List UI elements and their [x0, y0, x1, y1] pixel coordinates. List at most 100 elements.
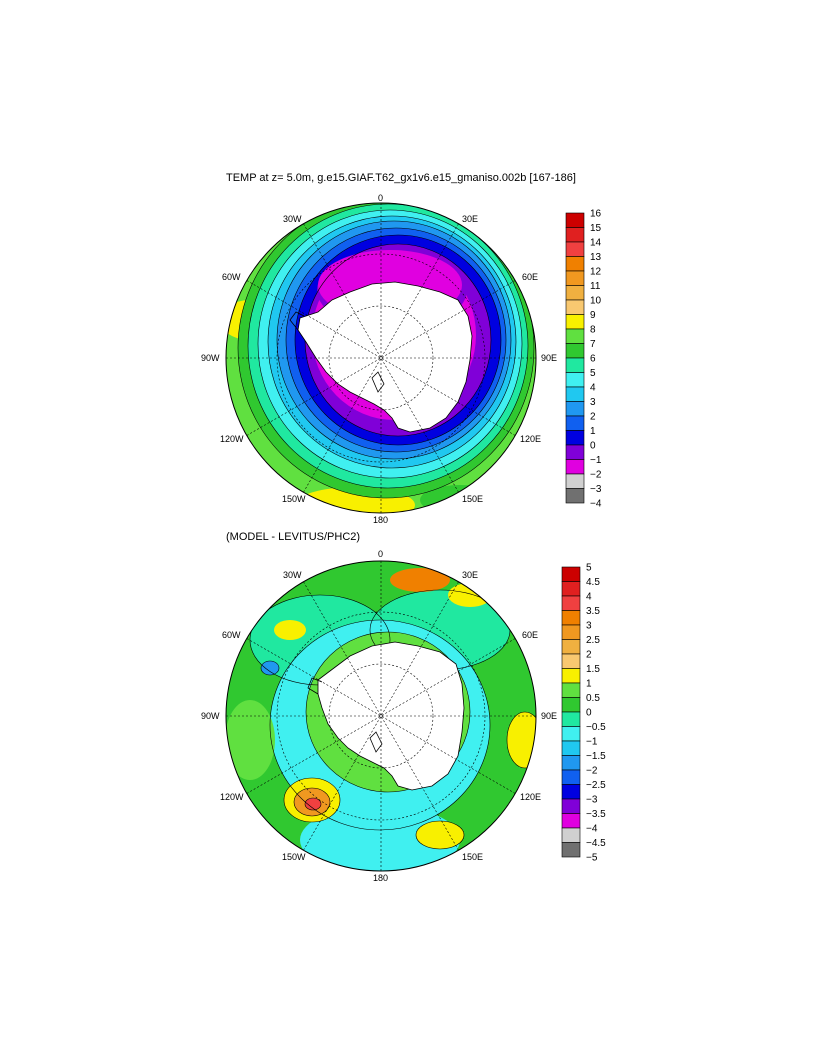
top-colorbar-swatch	[565, 256, 585, 272]
top-colorbar-tick-label: 16	[590, 209, 602, 220]
top-colorbar-tick-label: 8	[590, 325, 596, 336]
bottom-map-title: (MODEL - LEVITUS/PHC2)	[226, 531, 361, 543]
bottom-colorbar-tick-label: −4.5	[586, 838, 606, 849]
bottom-colorbar-tick-label: 4	[586, 592, 592, 603]
top-lon-label-60e: 60E	[522, 272, 539, 282]
top-colorbar-swatch	[565, 328, 585, 344]
bottom-colorbar-swatch	[561, 740, 581, 756]
top-lon-label-180: 180	[373, 515, 389, 525]
bottom-lon-label-60e: 60E	[522, 630, 539, 640]
bottom-lon-label-150w: 150W	[282, 852, 306, 862]
top-lon-label-30e: 30E	[462, 214, 479, 224]
bottom-colorbar-tick-label: 2.5	[586, 635, 600, 646]
top-colorbar-swatch	[565, 401, 585, 417]
bottom-colorbar-tick-label: −0.5	[586, 722, 606, 733]
top-colorbar-swatch	[565, 488, 585, 504]
top-lon-label-60w: 60W	[222, 272, 241, 282]
top-lon-label-120w: 120W	[220, 434, 244, 444]
top-colorbar-tick-label: 0	[590, 441, 596, 452]
bottom-colorbar-swatch	[561, 668, 581, 684]
bottom-colorbar-swatch	[561, 726, 581, 742]
top-colorbar-tick-label: 7	[590, 339, 596, 350]
bottom-colorbar-tick-label: −4	[586, 824, 598, 835]
bottom-colorbar-tick-label: −3	[586, 795, 598, 806]
bottom-colorbar-tick-label: −3.5	[586, 809, 606, 820]
top-colorbar-tick-label: 6	[590, 354, 596, 365]
top-colorbar-swatch	[565, 386, 585, 402]
top-colorbar-tick-label: 2	[590, 412, 596, 423]
top-colorbar-swatch	[565, 212, 585, 228]
bottom-colorbar-tick-label: −1	[586, 737, 598, 748]
top-colorbar-tick-label: 12	[590, 267, 602, 278]
top-colorbar-tick-label: 15	[590, 223, 602, 234]
bottom-colorbar-swatch	[561, 784, 581, 800]
bottom-colorbar-tick-label: 0.5	[586, 693, 600, 704]
top-colorbar-swatch	[565, 314, 585, 330]
bottom-colorbar-tick-label: 3	[586, 621, 592, 632]
top-colorbar-tick-label: 14	[590, 238, 602, 249]
bottom-colorbar-swatch	[561, 827, 581, 843]
top-colorbar-tick-label: 4	[590, 383, 596, 394]
bottom-difference-map	[225, 560, 537, 872]
top-lon-label-150e: 150E	[462, 494, 484, 504]
top-lon-label-150w: 150W	[282, 494, 306, 504]
top-lon-label-120e: 120E	[520, 434, 542, 444]
top-colorbar-swatch	[565, 444, 585, 460]
top-colorbar-tick-label: 5	[590, 368, 596, 379]
bottom-colorbar-swatch	[561, 798, 581, 814]
bottom-colorbar-swatch	[561, 624, 581, 640]
bottom-lon-label-180: 180	[373, 873, 389, 883]
bottom-colorbar-tick-label: −2	[586, 766, 598, 777]
bottom-colorbar: 5 4.5 4 3.5 3 2.5 2 1.5 1 0.5 0 −0.5 −1 −1.5 −2 −2.5 −3 −…	[561, 563, 606, 864]
bottom-colorbar-tick-label: 2	[586, 650, 592, 661]
bottom-colorbar-swatch	[561, 755, 581, 771]
bottom-colorbar-swatch	[561, 842, 581, 858]
top-colorbar-swatch	[565, 227, 585, 243]
top-colorbar-swatch	[565, 270, 585, 286]
top-colorbar-swatch	[565, 241, 585, 257]
top-colorbar-swatch	[565, 473, 585, 489]
bottom-colorbar-tick-label: 1	[586, 679, 592, 690]
bottom-colorbar-swatch	[561, 610, 581, 626]
bottom-lon-label-150e: 150E	[462, 852, 484, 862]
top-colorbar-tick-label: −1	[590, 455, 602, 466]
top-colorbar-tick-label: 10	[590, 296, 602, 307]
bottom-colorbar-swatch	[561, 639, 581, 655]
top-colorbar-swatch	[565, 415, 585, 431]
bottom-colorbar-swatch	[561, 769, 581, 785]
bottom-colorbar-swatch	[561, 697, 581, 713]
bottom-lon-label-30w: 30W	[283, 570, 302, 580]
bottom-colorbar-tick-label: 0	[586, 708, 592, 719]
top-colorbar-tick-label: −4	[590, 499, 602, 510]
bottom-lon-label-90e: 90E	[541, 711, 558, 721]
bottom-lon-label-120w: 120W	[220, 792, 244, 802]
top-colorbar-swatch	[565, 299, 585, 315]
bottom-colorbar-swatch	[561, 711, 581, 727]
bottom-colorbar-swatch	[561, 581, 581, 597]
top-colorbar-swatch	[565, 430, 585, 446]
top-colorbar-tick-label: 11	[590, 281, 601, 292]
top-lon-label-30w: 30W	[283, 214, 302, 224]
bottom-colorbar-swatch	[561, 653, 581, 669]
bottom-colorbar-tick-label: 4.5	[586, 577, 600, 588]
bottom-colorbar-swatch	[561, 682, 581, 698]
top-colorbar-swatch	[565, 357, 585, 373]
top-map-title: TEMP at z= 5.0m, g.e15.GIAF.T62_gx1v6.e1…	[226, 172, 576, 184]
bottom-colorbar-tick-label: −5	[586, 853, 598, 864]
top-colorbar-tick-label: 13	[590, 252, 602, 263]
bottom-colorbar-tick-label: 5	[586, 563, 592, 574]
top-colorbar-tick-label: 1	[590, 426, 596, 437]
bottom-lon-label-0: 0	[378, 549, 384, 559]
top-temperature-map	[225, 202, 537, 514]
bottom-lon-label-120e: 120E	[520, 792, 542, 802]
bottom-colorbar-tick-label: −1.5	[586, 751, 606, 762]
top-colorbar-swatch	[565, 459, 585, 475]
top-colorbar-tick-label: 9	[590, 310, 596, 321]
top-colorbar-swatch	[565, 372, 585, 388]
bottom-colorbar-tick-label: 3.5	[586, 606, 600, 617]
bottom-colorbar-swatch	[561, 595, 581, 611]
top-lon-label-90w: 90W	[201, 353, 220, 363]
top-colorbar-tick-label: 3	[590, 397, 596, 408]
